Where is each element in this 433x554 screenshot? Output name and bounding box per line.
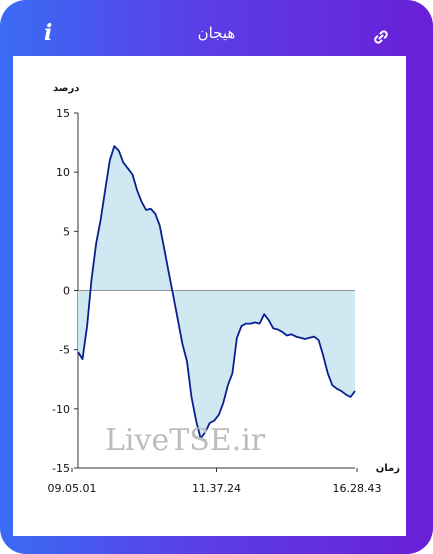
- y-axis-label: درصد: [53, 83, 79, 94]
- series-line: [77, 145, 356, 440]
- y-tick-label: 15: [56, 107, 70, 120]
- y-tick-label: 0: [63, 285, 70, 298]
- series-area: [78, 146, 355, 439]
- watermark: LiveTSE.ir: [105, 423, 266, 458]
- x-axis-label: زمان: [376, 463, 400, 474]
- chart-panel: درصد زمان 15 10 5 0 -5 -10 -15 09.05.01 11.37.24…: [13, 56, 406, 536]
- info-icon[interactable]: i: [44, 20, 53, 46]
- y-tick-label: 10: [56, 166, 70, 179]
- y-tick-label: 5: [63, 225, 70, 238]
- x-tick-label: 16.28.43: [333, 482, 382, 495]
- x-tick-label: 09.05.01: [48, 482, 97, 495]
- header-bar: i هیجان: [0, 0, 433, 56]
- y-tick-label: -10: [52, 403, 70, 416]
- page-title: هیجان: [197, 24, 236, 42]
- hayajan-chart: درصد زمان 15 10 5 0 -5 -10 -15 09.05.01 11.37.24…: [48, 83, 401, 495]
- x-tick-label: 11.37.24: [192, 482, 241, 495]
- y-tick-label: -5: [59, 344, 70, 357]
- link-icon[interactable]: [372, 28, 390, 46]
- y-tick-label: -15: [52, 462, 70, 475]
